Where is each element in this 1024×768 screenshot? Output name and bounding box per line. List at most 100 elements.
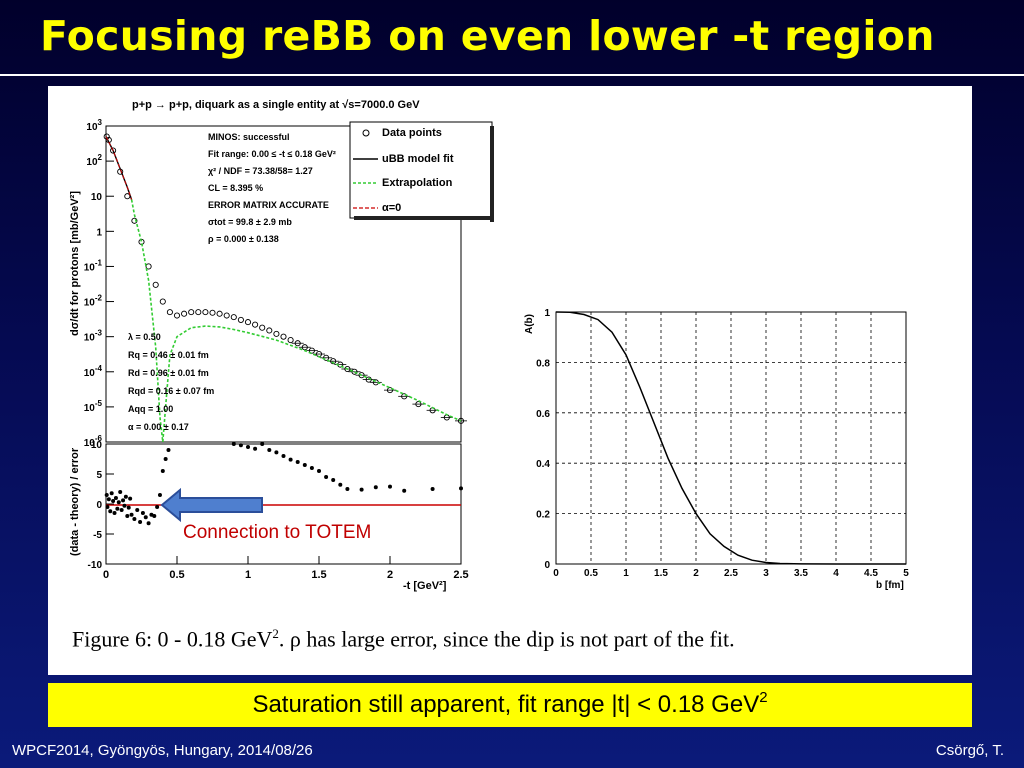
legend-entry: Data points [382, 127, 442, 139]
profile-x-tick-label: 2 [693, 568, 699, 579]
res-y-tick-label: 10 [91, 440, 103, 451]
profile-curve [555, 311, 906, 565]
data-point [166, 309, 173, 316]
data-point [266, 327, 273, 334]
residual-point [309, 466, 314, 470]
residual-point [140, 511, 145, 515]
main-y-tick-label: 10-1 [84, 258, 103, 273]
data-point [209, 309, 216, 316]
residual-point [143, 515, 148, 520]
residual-point [108, 509, 113, 514]
profile-x-tick-label: 4 [833, 568, 839, 579]
data-point [159, 298, 166, 305]
data-point [131, 217, 138, 224]
residual-point [373, 485, 378, 490]
residual-point [123, 494, 128, 499]
residual-y-label: (data - theory) / error [69, 447, 81, 556]
caption-text: Figure 6: 0 - 0.18 GeV [72, 626, 273, 652]
fit-info-line: χ² / NDF = 73.38/58= 1.27 [208, 166, 313, 176]
profile-x-tick-label: 1 [623, 568, 629, 579]
residual-point [129, 512, 134, 517]
residual-point [105, 505, 110, 509]
residual-point [126, 505, 131, 510]
data-point [188, 309, 195, 316]
fit-info-line: ERROR MATRIX ACCURATE [208, 200, 329, 210]
residual-point [331, 478, 336, 482]
main-y-tick-label: 1 [96, 227, 102, 238]
residual-point [160, 469, 165, 473]
residual-point [106, 497, 111, 502]
residual-point [138, 520, 143, 524]
res-y-tick-label: 5 [96, 470, 102, 481]
residual-plot-frame [105, 443, 462, 565]
residual-point [317, 469, 321, 473]
residual-point [112, 511, 117, 515]
data-point [202, 309, 209, 316]
main-y-tick-label: 10 [91, 192, 103, 203]
profile-x-tick-label: 3.5 [794, 568, 808, 579]
profile-x-ticks: 0 0.5 1 1.5 2 2.5 3 3.5 4 4.5 5 [553, 568, 909, 579]
residual-point [281, 454, 286, 458]
main-y-tick-label: 10-6 [84, 434, 103, 449]
residual-y-ticks: 10 5 0 -5 -10 [88, 440, 114, 571]
parameter-box: λ = 0.50 Rq = 0.46 ± 0.01 fm Rd = 0.96 ± 0… [128, 332, 214, 432]
residual-point [345, 487, 350, 491]
data-point [152, 281, 159, 288]
fit-info-line: ρ = 0.000 ± 0.138 [208, 234, 279, 244]
profile-y-label: A(b) [524, 314, 535, 334]
profile-x-tick-label: 4.5 [864, 568, 878, 579]
data-point [259, 324, 266, 331]
profile-x-tick-label: 2.5 [724, 568, 738, 579]
residual-point [122, 503, 127, 508]
res-x-tick-label: 0 [103, 569, 109, 581]
residual-point [118, 490, 123, 494]
data-point [230, 314, 237, 321]
fit-info-line: Fit range: 0.00 ≤ -t ≤ 0.18 GeV² [208, 149, 336, 159]
profile-x-tick-label: 0 [553, 568, 559, 579]
res-y-tick-label: 0 [96, 500, 102, 511]
residual-point [388, 484, 392, 489]
legend-marker-data [362, 129, 370, 137]
residual-point [146, 521, 151, 526]
residual-point [324, 475, 329, 479]
parameter-line: λ = 0.50 [128, 332, 161, 342]
main-y-tick-label: 10-4 [84, 364, 103, 379]
main-data-points [103, 133, 467, 424]
residual-point [135, 508, 140, 512]
residual-point [231, 442, 236, 446]
arrow-icon [160, 487, 263, 523]
parameter-line: Rqd = 0.16 ± 0.07 fm [128, 386, 214, 396]
residual-point [152, 514, 157, 518]
data-point [244, 319, 252, 326]
caption-sup: 2 [272, 626, 279, 641]
profile-y-tick-label: 0 [544, 560, 550, 571]
profile-x-tick-label: 3 [763, 568, 769, 579]
profile-x-tick-label: 1.5 [654, 568, 668, 579]
residual-point [402, 488, 407, 493]
residual-point [115, 506, 120, 511]
residual-point [302, 463, 307, 467]
cross-section-plot: p+p → p+p, diquark as a single entity at… [69, 99, 494, 449]
data-point [280, 333, 287, 340]
main-y-tick-label: 10-5 [84, 399, 103, 414]
fit-info-line: CL = 8.395 % [208, 183, 263, 193]
fit-info-line: σtot = 99.8 ± 2.9 mb [208, 217, 292, 227]
profile-y-tick-label: 0.8 [536, 358, 550, 369]
data-point [287, 337, 294, 344]
data-point [223, 312, 230, 319]
profile-y-tick-label: 0.2 [536, 510, 550, 521]
profile-x-label: b [fm] [876, 580, 904, 591]
footer-author: Csörgő, T. [935, 742, 1004, 759]
residual-point [121, 498, 126, 503]
data-point [145, 263, 152, 270]
res-y-tick-label: -5 [93, 530, 102, 541]
main-y-label: dσ/dt for protons [mb/GeV²] [69, 191, 81, 336]
residual-point [132, 517, 137, 521]
data-point [181, 310, 188, 317]
main-y-tick-label: 10-3 [84, 329, 103, 344]
highlight-sup: 2 [759, 689, 768, 706]
main-y-tick-label: 10-2 [84, 294, 103, 309]
residual-point [430, 487, 435, 491]
highlight-text: Saturation still apparent, fit range |t|… [252, 691, 760, 718]
